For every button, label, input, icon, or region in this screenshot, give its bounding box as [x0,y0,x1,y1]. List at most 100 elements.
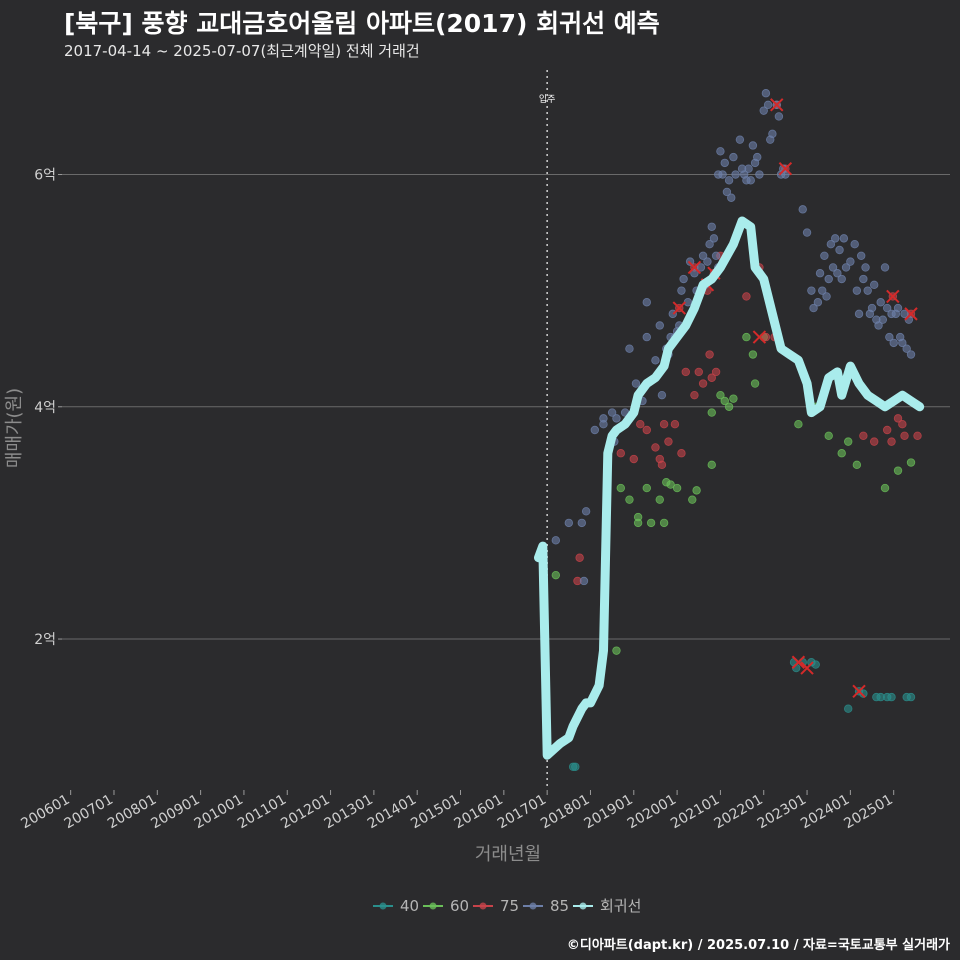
x-tick-label: 201401 [365,792,419,833]
marker-stroke [770,98,784,112]
point-85 [690,269,699,278]
point-85 [642,298,651,307]
point-75 [859,431,868,441]
point-60 [707,460,716,470]
point-85 [655,321,664,330]
point-85 [631,379,641,388]
point-75 [898,419,907,429]
point-60 [688,495,697,504]
x-tick-label: 202101 [668,792,722,833]
x-tick-label: 200601 [18,792,72,833]
point-85 [703,257,712,266]
x-tick-label: 200901 [148,792,202,833]
credit-text: ©디아파트(dapt.kr) / 2025.07.10 / 자료=국토교통부 실… [566,938,950,953]
point-85 [651,356,660,365]
point-85 [807,286,816,295]
point-75 [698,379,708,388]
point-85 [744,164,753,173]
point-85 [867,303,877,313]
point-85 [705,239,714,249]
legend-label: 회귀선 [600,897,641,915]
point-85 [720,158,729,168]
point-85 [759,106,768,115]
point-60 [844,437,853,446]
marker-stroke [886,289,900,304]
point-40 [811,660,820,669]
point-85 [839,234,849,243]
highlight-marker [791,655,806,669]
point-60 [707,408,716,417]
legend-label: 60 [450,897,469,915]
point-60 [742,332,751,342]
y-tick-label: 2억 [34,632,56,648]
x-tick-label: 201001 [192,792,246,833]
point-85 [768,129,777,139]
marker-stroke [778,162,793,176]
point-75 [900,431,909,441]
point-75 [893,414,903,423]
y-tick-label: 4억 [34,400,56,416]
y-axis-label: 매매가(원) [4,388,25,468]
point-60 [720,396,729,406]
point-60 [893,466,903,475]
point-40 [571,762,580,771]
point-85 [579,576,589,586]
highlight-marker [770,98,784,112]
point-85 [716,147,725,156]
point-85 [902,344,911,353]
legend-item-60: 60 [423,897,469,915]
point-85 [763,100,773,110]
point-85 [753,152,762,162]
point-85 [577,518,587,528]
point-85 [729,152,738,162]
legend-item-40: 40 [373,897,419,915]
point-85 [677,286,686,295]
point-60 [748,350,758,359]
point-60 [824,431,833,441]
x-tick-label: 202501 [841,792,895,833]
point-85 [590,425,599,435]
point-75 [711,367,721,377]
marker-stroke [687,260,702,275]
point-85 [893,303,903,313]
point-60 [794,419,803,429]
x-tick-label: 200701 [62,792,116,833]
point-85 [774,112,784,121]
point-85 [857,251,866,261]
point-60 [750,379,760,388]
point-40 [844,704,853,713]
point-85 [837,274,846,284]
legend-dot [379,902,387,910]
point-60 [642,483,651,493]
highlight-marker [687,260,702,275]
point-60 [716,390,725,400]
x-tick-label: 201701 [495,792,549,833]
point-85 [882,303,892,313]
point-75 [694,367,703,377]
point-85 [625,344,634,353]
point-60 [729,394,738,403]
point-75 [681,367,690,377]
point-85 [685,257,695,266]
point-60 [672,483,682,493]
point-85 [898,338,907,348]
point-85 [642,332,651,342]
point-85 [900,309,909,319]
x-tick-label: 202301 [755,792,809,833]
point-85 [833,269,842,278]
legend: 40 60 75 85 회귀선 [373,897,641,915]
point-85 [824,274,833,284]
marker-stroke [800,661,814,675]
point-85 [822,292,831,301]
point-60 [692,486,701,495]
y-axis-ticks: 2억 4억 6억 [34,168,62,648]
point-75 [761,332,771,342]
point-85 [607,408,617,417]
legend-dot [529,902,537,910]
point-85 [878,315,888,324]
marker-stroke [852,684,866,698]
point-75 [616,449,625,458]
point-85 [889,338,898,348]
x-tick-label: 201101 [235,792,289,833]
point-40 [887,692,896,702]
